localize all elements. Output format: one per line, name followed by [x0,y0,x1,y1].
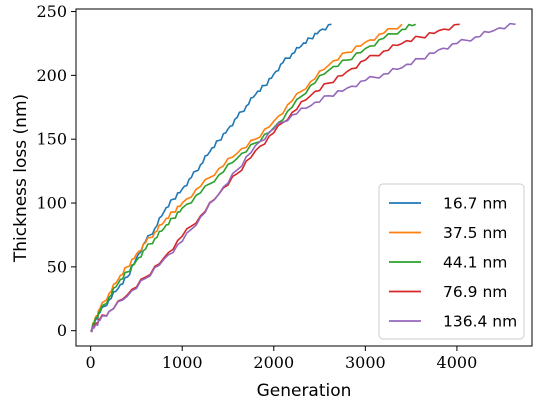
legend-label: 16.7 nm [443,195,507,213]
y-axis-label: Thickness loss (nm) [11,94,31,263]
x-tick-label: 1000 [162,353,203,372]
y-axis: 0 50 100 150 200 250 [36,2,76,340]
legend-frame [378,183,525,340]
series-line-44-1-nm [90,23,416,332]
x-tick-label: 0 [86,353,96,372]
y-tick-label: 250 [36,2,67,21]
y-tick-label: 200 [36,66,67,85]
y-tick-label: 100 [36,194,67,213]
series-line-76-9-nm [90,23,460,333]
x-axis-label: Generation [257,381,352,401]
y-tick-label: 0 [57,321,67,340]
x-tick-label: 2000 [253,353,294,372]
legend: 16.7 nm 37.5 nm 44.1 nm 76.9 nm 136.4 nm [378,183,525,340]
x-tick-label: 4000 [437,353,478,372]
plot-area-frame [75,8,533,347]
series-line-37-5-nm [90,23,403,332]
series-line-16-7-nm [90,23,332,332]
series-line-136-4-nm [90,22,516,333]
x-axis: 0 1000 2000 3000 4000 [86,346,478,372]
y-tick-label: 150 [36,130,67,149]
legend-label: 37.5 nm [443,224,507,242]
series-layer [90,22,516,333]
x-tick-label: 3000 [345,353,386,372]
legend-label: 44.1 nm [443,254,507,272]
legend-label: 76.9 nm [443,283,507,301]
legend-label: 136.4 nm [443,313,517,331]
y-tick-label: 50 [47,257,67,276]
